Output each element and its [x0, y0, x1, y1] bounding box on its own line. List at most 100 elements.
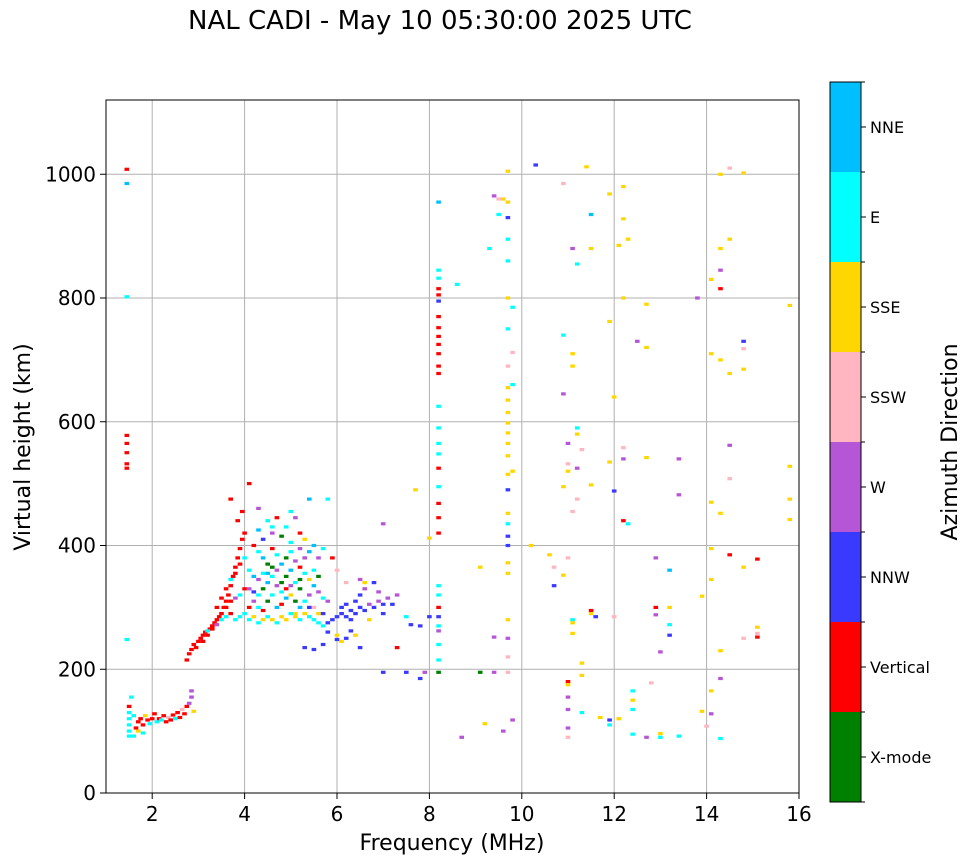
- data-point: [459, 735, 464, 739]
- data-point: [182, 712, 187, 716]
- data-point: [177, 715, 183, 720]
- data-point: [212, 621, 217, 625]
- data-point: [265, 519, 270, 523]
- data-point: [170, 713, 176, 717]
- data-point: [353, 612, 358, 616]
- data-point: [166, 715, 171, 720]
- colorbar-tick-label: NNE: [870, 118, 904, 137]
- data-point: [311, 605, 317, 609]
- data-point: [302, 612, 307, 616]
- data-point: [422, 670, 428, 674]
- data-point: [570, 618, 575, 622]
- data-point: [334, 615, 340, 619]
- data-point: [436, 624, 441, 628]
- data-point: [334, 637, 340, 642]
- data-point: [223, 615, 229, 619]
- data-point: [362, 587, 367, 591]
- data-point: [380, 612, 386, 616]
- data-point: [343, 581, 349, 585]
- data-point: [274, 553, 280, 557]
- data-point: [334, 633, 340, 637]
- data-point: [371, 581, 377, 585]
- data-point: [505, 410, 511, 415]
- data-point: [621, 217, 626, 221]
- data-point: [376, 599, 381, 603]
- data-point: [570, 509, 575, 514]
- data-point: [718, 172, 723, 176]
- data-point: [598, 715, 603, 720]
- data-point: [246, 605, 252, 609]
- data-point: [630, 689, 635, 693]
- data-point: [607, 192, 612, 196]
- data-point: [260, 537, 266, 541]
- data-point: [297, 587, 303, 591]
- colorbar-tick-label: NNW: [870, 568, 910, 587]
- data-point: [658, 735, 663, 739]
- data-point: [288, 584, 294, 588]
- data-point: [561, 392, 566, 396]
- data-point: [237, 547, 243, 551]
- data-point: [658, 650, 663, 654]
- data-point: [274, 568, 280, 572]
- data-point: [718, 676, 723, 681]
- data-point: [510, 718, 515, 722]
- data-point: [311, 647, 317, 652]
- data-point: [362, 608, 367, 613]
- data-point: [621, 446, 626, 450]
- data-point: [436, 299, 441, 303]
- data-point: [288, 550, 294, 554]
- data-point: [223, 587, 229, 591]
- data-point: [385, 596, 391, 600]
- data-point: [147, 722, 153, 726]
- data-point: [755, 625, 760, 629]
- data-point: [510, 350, 515, 355]
- x-tick-label: 14: [694, 802, 719, 826]
- data-point: [179, 707, 185, 712]
- colorbar-segment: [830, 262, 861, 352]
- data-point: [270, 565, 275, 569]
- colorbar-segment: [830, 712, 861, 802]
- data-point: [279, 562, 284, 566]
- chart-title: NAL CADI - May 10 05:30:00 2025 UTC: [188, 6, 692, 36]
- data-point: [200, 639, 206, 643]
- data-point: [436, 452, 441, 456]
- data-point: [579, 448, 585, 452]
- data-point: [214, 605, 220, 609]
- data-point: [653, 613, 659, 617]
- data-point: [505, 655, 511, 659]
- data-point: [175, 711, 180, 715]
- data-point: [235, 519, 240, 523]
- data-point: [348, 608, 354, 613]
- data-point: [330, 618, 335, 622]
- data-point: [196, 639, 201, 643]
- data-point: [607, 460, 612, 464]
- data-point: [325, 621, 331, 625]
- data-point: [648, 681, 654, 685]
- data-point: [242, 612, 247, 616]
- data-point: [565, 735, 571, 739]
- data-point: [621, 296, 626, 300]
- data-point: [311, 618, 317, 622]
- data-point: [667, 633, 672, 637]
- data-point: [708, 577, 714, 582]
- data-point: [124, 637, 130, 642]
- data-point: [198, 636, 203, 640]
- data-point: [307, 605, 312, 609]
- data-point: [126, 729, 132, 733]
- data-point: [436, 615, 441, 619]
- data-point: [436, 426, 441, 430]
- data-point: [228, 584, 233, 588]
- data-point: [621, 185, 626, 189]
- data-point: [219, 618, 224, 622]
- data-point: [126, 704, 132, 708]
- data-point: [727, 371, 732, 376]
- data-point: [233, 565, 238, 569]
- data-point: [630, 732, 635, 736]
- data-point: [210, 624, 215, 628]
- x-axis-label: Frequency (MHz): [360, 831, 545, 856]
- data-point: [741, 367, 746, 371]
- data-point: [436, 629, 441, 633]
- data-point: [708, 500, 714, 504]
- data-point: [246, 587, 252, 591]
- data-point: [205, 633, 210, 637]
